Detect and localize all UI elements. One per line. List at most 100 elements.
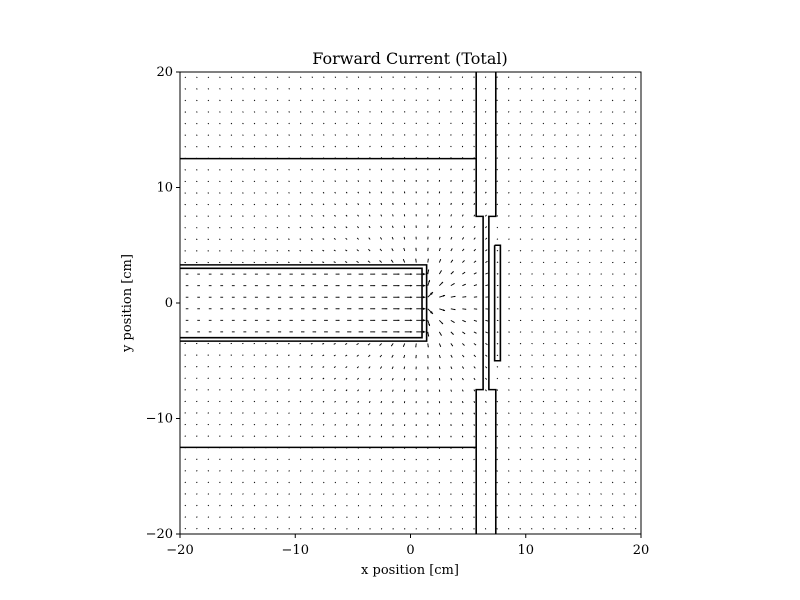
vector-arrow: [634, 516, 637, 518]
vector-arrow: [311, 481, 313, 484]
vector-arrow: [485, 354, 488, 357]
vector-arrow: [565, 516, 568, 518]
vector-arrow: [311, 412, 313, 415]
vector-arrow: [323, 504, 325, 507]
vector-arrow: [565, 447, 568, 449]
vector-arrow: [473, 225, 476, 229]
vector-arrow: [634, 134, 637, 136]
vector-arrow: [531, 504, 533, 507]
vector-arrow: [253, 145, 256, 148]
vector-arrow: [276, 481, 279, 484]
vector-arrow: [473, 180, 475, 182]
vector-arrow: [542, 400, 545, 403]
vector-arrowhead: [268, 273, 270, 275]
vector-arrow: [219, 76, 221, 79]
vector-arrowhead: [439, 259, 441, 261]
vector-arrowhead: [373, 296, 376, 298]
vector-arrowhead: [280, 273, 282, 275]
vector-arrow: [207, 481, 210, 484]
vector-arrow: [253, 527, 256, 530]
vector-arrowhead: [280, 308, 282, 310]
x-tick-label: 10: [517, 543, 534, 558]
vector-arrow: [253, 458, 256, 461]
vector-arrow: [565, 493, 568, 495]
vector-arrow: [379, 248, 383, 252]
vector-arrow: [368, 389, 371, 392]
vector-arrow: [311, 88, 313, 90]
vector-arrow: [611, 412, 614, 414]
vector-arrow: [196, 169, 198, 171]
vector-arrowhead: [397, 284, 400, 287]
vector-arrowhead: [326, 331, 328, 333]
vector-arrowhead: [451, 345, 453, 347]
vector-arrow: [380, 424, 383, 426]
vector-arrow: [577, 88, 579, 90]
vector-arrow: [207, 423, 210, 426]
vector-arrow: [230, 203, 233, 206]
vector-arrow: [565, 458, 568, 461]
vector-arrow: [496, 261, 499, 264]
vector-arrow: [288, 122, 290, 125]
vector-arrow: [450, 389, 452, 392]
vector-arrow: [288, 470, 290, 472]
vector-arrow: [207, 111, 210, 113]
vector-arrow: [357, 191, 360, 194]
vector-arrow: [542, 180, 545, 183]
vector-arrow: [542, 435, 545, 438]
vector-arrow: [485, 366, 488, 369]
vector-arrow: [276, 99, 279, 102]
vector-arrow: [611, 504, 614, 507]
vector-arrow: [345, 366, 348, 369]
vector-arrowhead: [373, 285, 376, 287]
vector-arrow: [623, 180, 625, 183]
vector-arrow: [484, 412, 487, 415]
vector-arrow: [588, 481, 591, 484]
vector-arrowhead: [422, 272, 426, 276]
vector-arrow: [265, 122, 267, 125]
vector-arrow: [484, 447, 487, 449]
vector-arrow: [299, 493, 302, 495]
vector-arrow: [531, 76, 533, 78]
vector-arrow: [588, 527, 591, 530]
vector-arrow: [600, 76, 602, 79]
vector-arrow: [588, 88, 591, 90]
vector-arrow: [531, 192, 533, 194]
vector-arrow: [531, 481, 533, 484]
vector-arrow: [184, 423, 186, 426]
vector-arrowhead: [303, 285, 305, 287]
vector-arrow: [635, 412, 637, 414]
vector-arrow: [367, 343, 371, 346]
vector-arrow: [219, 99, 221, 102]
vector-arrow: [391, 236, 394, 240]
vector-arrowhead: [415, 247, 417, 249]
vector-arrow: [508, 389, 510, 391]
vector-arrow: [461, 400, 464, 404]
vector-arrow: [276, 423, 279, 426]
vector-arrow: [392, 389, 394, 392]
vector-arrowhead: [439, 345, 441, 347]
vector-arrow: [219, 111, 221, 113]
vector-arrow: [542, 226, 545, 229]
vector-arrow: [485, 389, 487, 392]
vector-arrow: [356, 343, 359, 346]
vector-arrow: [184, 134, 187, 136]
vector-arrow: [323, 470, 325, 472]
vector-arrowhead: [350, 296, 352, 298]
vector-arrow: [230, 504, 233, 507]
vector-arrow: [588, 412, 591, 414]
vector-arrowhead: [453, 321, 455, 323]
vector-arrow: [299, 470, 302, 472]
vector-arrowhead: [453, 295, 456, 298]
vector-arrow: [519, 470, 522, 472]
vector-arrow: [265, 111, 267, 113]
vector-arrow: [368, 214, 371, 217]
vector-arrow: [299, 261, 302, 264]
vector-arrow: [379, 237, 383, 240]
vector-arrow: [588, 458, 591, 461]
vector-arrow: [242, 169, 244, 171]
vector-arrow: [322, 249, 325, 252]
vector-arrow: [634, 504, 637, 507]
vector-arrow: [299, 226, 302, 229]
vector-arrow: [276, 527, 279, 530]
vector-arrowhead: [430, 311, 433, 314]
